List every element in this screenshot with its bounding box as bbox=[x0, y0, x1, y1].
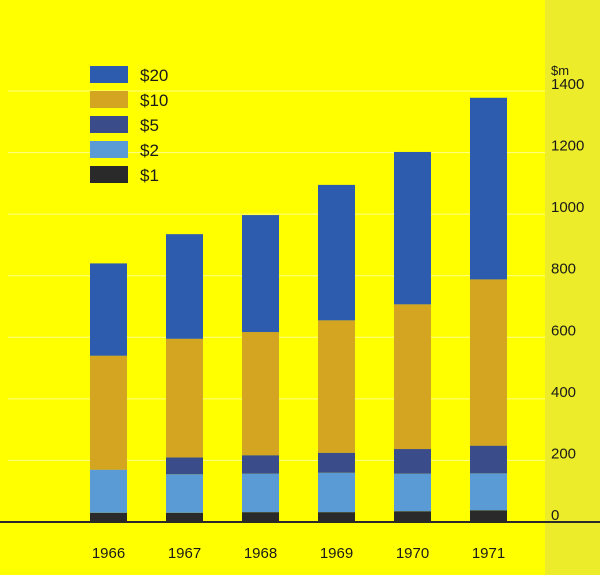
bar-segment bbox=[318, 512, 355, 522]
bar-segment bbox=[242, 215, 279, 333]
y-tick-label: 1400 bbox=[551, 76, 584, 93]
bar-segment bbox=[166, 338, 203, 458]
bar-segment bbox=[470, 473, 507, 511]
y-tick-label: 200 bbox=[551, 445, 576, 462]
x-tick-label: 1967 bbox=[168, 545, 201, 562]
bar-segment bbox=[394, 449, 431, 474]
x-tick-label: 1966 bbox=[92, 545, 125, 562]
x-tick-label: 1970 bbox=[396, 545, 429, 562]
bar-segment bbox=[166, 474, 203, 513]
y-tick-label: 1000 bbox=[551, 199, 584, 216]
bar-segment bbox=[394, 304, 431, 450]
x-tick-label: 1968 bbox=[244, 545, 277, 562]
y-tick-label: 400 bbox=[551, 384, 576, 401]
y-tick-label: 1200 bbox=[551, 138, 584, 155]
y-tick-label: 600 bbox=[551, 322, 576, 339]
bar-segment bbox=[90, 263, 127, 356]
bar-segment bbox=[470, 510, 507, 522]
legend-label: $5 bbox=[140, 116, 159, 135]
bar-segment bbox=[166, 512, 203, 522]
y-tick-label: 0 bbox=[551, 507, 559, 524]
bar-segment bbox=[90, 355, 127, 470]
legend-label: $2 bbox=[140, 141, 159, 160]
legend-swatch bbox=[90, 116, 128, 133]
bar-segment bbox=[242, 332, 279, 456]
bar-segment bbox=[166, 457, 203, 475]
bar-segment bbox=[470, 97, 507, 280]
bar-segment bbox=[90, 469, 127, 513]
legend-swatch bbox=[90, 166, 128, 183]
bar-segment bbox=[470, 445, 507, 474]
y-tick-label: 800 bbox=[551, 261, 576, 278]
bars bbox=[90, 97, 507, 522]
legend-swatch bbox=[90, 141, 128, 158]
legend: $20 $10 $5 $2 $1 bbox=[90, 66, 168, 185]
chart-background-stripe bbox=[545, 0, 600, 575]
legend-label: $20 bbox=[140, 66, 168, 85]
bar-segment bbox=[166, 234, 203, 339]
bar-segment bbox=[90, 512, 127, 522]
x-tick-label: 1971 bbox=[472, 545, 505, 562]
bar-segment bbox=[394, 151, 431, 305]
x-tick-label: 1969 bbox=[320, 545, 353, 562]
bar-segment bbox=[318, 452, 355, 473]
legend-swatch bbox=[90, 66, 128, 83]
legend-swatch bbox=[90, 91, 128, 108]
bar-segment bbox=[318, 184, 355, 321]
bar-segment bbox=[394, 473, 431, 512]
x-tick-labels: 1966 1967 1968 1969 1970 1971 bbox=[92, 545, 505, 562]
bar-segment bbox=[470, 279, 507, 446]
y-tick-labels: 0 200 400 600 800 1000 1200 1400 bbox=[551, 76, 584, 524]
bar-segment bbox=[318, 320, 355, 453]
y-axis-unit-label: $m bbox=[551, 63, 569, 78]
bar-segment bbox=[394, 511, 431, 522]
bar-segment bbox=[242, 473, 279, 513]
legend-label: $10 bbox=[140, 91, 168, 110]
bar-segment bbox=[242, 455, 279, 474]
bar-segment bbox=[242, 512, 279, 522]
legend-label: $1 bbox=[140, 166, 159, 185]
bar-segment bbox=[318, 472, 355, 513]
